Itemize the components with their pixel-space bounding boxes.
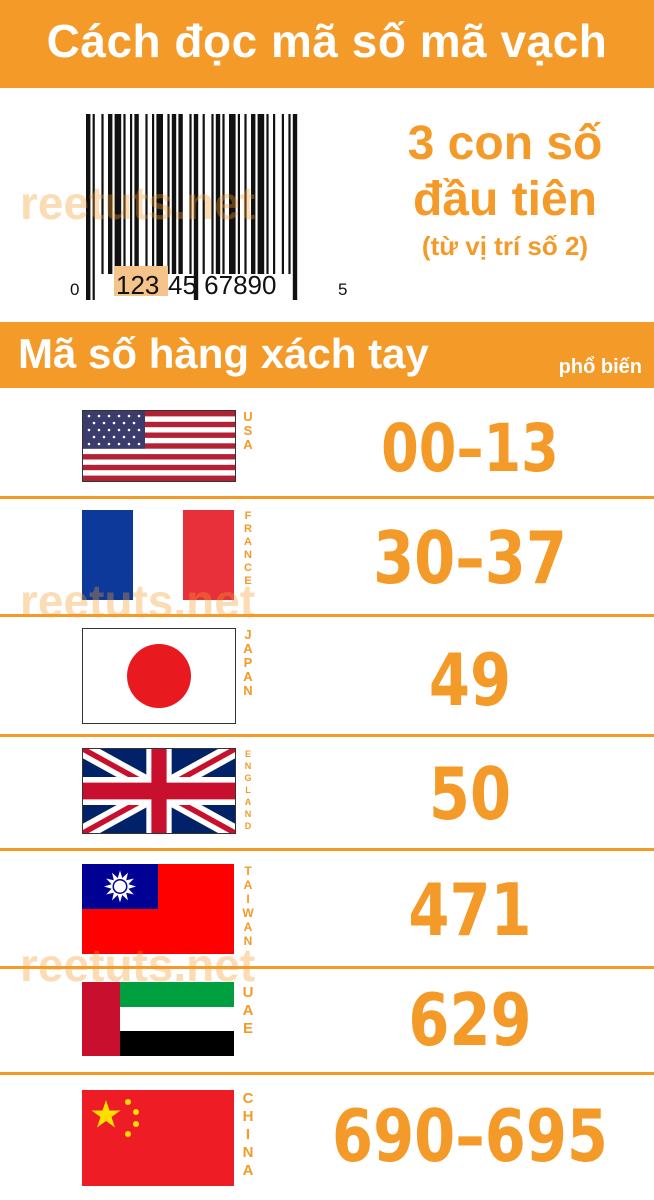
china-flag-icon — [82, 1090, 234, 1186]
barcode-left-digit: 0 — [70, 280, 79, 299]
barcode-bar — [152, 114, 155, 274]
barcode-bar — [273, 114, 276, 274]
barcode-bars — [86, 114, 298, 300]
barcode-bar — [130, 114, 133, 274]
country-code: 30–37 — [373, 516, 567, 600]
barcode-bar — [123, 114, 126, 274]
barcode-bar — [288, 114, 291, 274]
barcode-bar — [171, 114, 177, 274]
barcode-bar — [202, 114, 205, 274]
country-code: 629 — [408, 978, 532, 1062]
barcode-bar — [134, 114, 139, 274]
country-code: 49 — [428, 638, 512, 722]
barcode-bar — [86, 114, 91, 300]
barcode-bar — [101, 114, 104, 274]
barcode-bar — [237, 114, 240, 274]
barcode-bar — [215, 114, 221, 274]
barcode-bar — [178, 114, 183, 274]
barcode-middle-digits: 45 67890 — [168, 270, 276, 300]
country-code: 471 — [408, 868, 532, 952]
barcode-bar — [114, 114, 122, 274]
barcode-bar — [251, 114, 256, 274]
page-title: Cách đọc mã số mã vạch — [46, 15, 608, 67]
barcode-bar — [229, 114, 236, 274]
japan-flag-icon — [82, 628, 236, 724]
headline: 3 con số đầu tiên (từ vị trí số 2) — [380, 116, 630, 262]
uk-flag-icon — [82, 748, 236, 834]
barcode-bar — [266, 114, 269, 274]
barcode-bar — [222, 114, 225, 274]
headline-line2: đầu tiên — [412, 173, 597, 226]
barcode-bar — [211, 114, 214, 274]
barcode-bar — [145, 114, 148, 274]
barcode-bar — [292, 114, 298, 300]
barcode-highlight-digits: 123 — [116, 270, 159, 300]
barcode-bar — [281, 114, 284, 274]
barcode-bar — [189, 114, 192, 274]
subheader-suffix: phổ biến — [558, 356, 642, 378]
country-code: 690–695 — [331, 1094, 609, 1178]
usa-flag-icon — [82, 410, 236, 482]
subheader-title: Mã số hàng xách tay — [18, 330, 429, 377]
taiwan-flag-icon — [82, 864, 234, 954]
barcode-bar — [257, 114, 265, 274]
uae-flag-icon — [82, 982, 234, 1056]
headline-line3: (từ vị trí số 2) — [421, 231, 589, 261]
barcode-bar — [156, 114, 163, 274]
france-flag-icon — [82, 510, 234, 600]
country-code: 50 — [428, 752, 512, 836]
barcode-section: 0 123 45 67890 5 3 con số đầu tiên (từ v… — [0, 88, 654, 320]
title-banner: Cách đọc mã số mã vạch — [0, 0, 654, 88]
barcode-bar — [167, 114, 170, 274]
highlight-box — [114, 266, 168, 296]
headline-line1: 3 con số — [407, 117, 603, 170]
barcode-image: 0 123 45 67890 5 — [70, 114, 347, 300]
barcode-bar — [244, 114, 247, 274]
country-code: 00–13 — [381, 410, 559, 487]
barcode-right-digit: 5 — [338, 280, 347, 299]
subheader-banner: Mã số hàng xách tay phổ biến — [0, 322, 654, 388]
barcode-bar — [193, 114, 199, 300]
barcode-bar — [92, 114, 95, 300]
barcode-bar — [108, 114, 113, 274]
